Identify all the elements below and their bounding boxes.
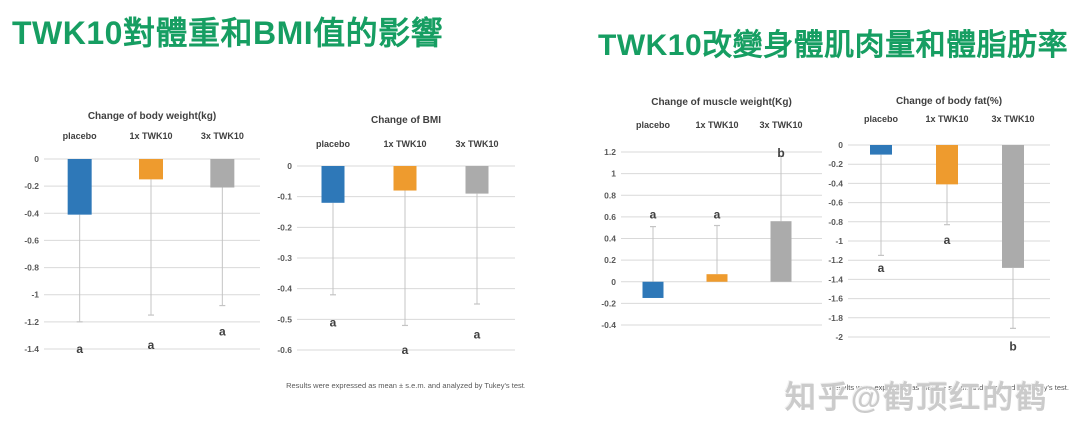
significance-label: a: [474, 328, 481, 342]
y-tick-label: -0.6: [24, 235, 39, 245]
bar-3x-twk10: [210, 159, 235, 188]
y-tick-label: -1.6: [828, 294, 843, 304]
bar-3x-twk10: [1002, 145, 1024, 268]
y-tick-label: 0.6: [604, 212, 616, 222]
significance-label: a: [330, 315, 337, 329]
bar-placebo: [642, 281, 664, 298]
y-tick-label: -0.4: [828, 178, 843, 188]
y-tick-label: -0.1: [277, 192, 292, 202]
y-tick-label: 1: [611, 169, 616, 179]
chart-title: Change of body fat(%): [896, 96, 1002, 107]
y-tick-label: -0.6: [277, 345, 292, 355]
bar-3x-twk10: [770, 221, 792, 282]
muscle-weight-bar-chart: Change of muscle weight(Kg) placebo 1x TWK…: [601, 97, 822, 330]
y-tick-label: -1.2: [24, 317, 39, 327]
y-tick-label: 0.2: [604, 255, 616, 265]
category-label: 1x TWK10: [925, 114, 968, 124]
bar-placebo: [870, 145, 892, 155]
category-label: 3x TWK10: [201, 131, 244, 141]
significance-label: a: [714, 208, 721, 222]
chart-panel-body-fat: Change of body fat(%) placebo 1x TWK10 3x T…: [820, 88, 1080, 406]
category-label: placebo: [864, 114, 899, 124]
y-tick-label: -1: [835, 236, 843, 246]
left-section-title: TWK10對體重和BMI值的影響: [12, 15, 444, 51]
y-tick-label: -0.2: [277, 222, 292, 232]
chart-title: Change of BMI: [371, 115, 441, 126]
bar-1x-twk10: [936, 145, 958, 185]
footer-note: Results were expressed as mean ± s.e.m. …: [286, 381, 525, 390]
body-weight-bar-chart: Change of body weight(kg) placebo 1x TWK10…: [24, 111, 260, 356]
category-label: placebo: [316, 139, 351, 149]
category-label: placebo: [636, 120, 671, 130]
y-tick-label: -0.5: [277, 314, 292, 324]
y-tick-label: 0.8: [604, 190, 616, 200]
category-label: 1x TWK10: [695, 120, 738, 130]
y-tick-label: -0.2: [601, 298, 616, 308]
bmi-bar-chart: Change of BMI placebo 1x TWK10 3x TWK10 0 -0.…: [277, 115, 525, 390]
y-tick-label: -1.4: [828, 274, 843, 284]
y-tick-label: 0: [838, 140, 843, 150]
category-label: 3x TWK10: [455, 139, 498, 149]
y-tick-label: 0.4: [604, 234, 616, 244]
y-tick-label: -0.4: [24, 208, 39, 218]
footer-note: Results were expressed as mean ± s.e.m. …: [829, 383, 1069, 392]
bar-3x-twk10: [465, 166, 489, 194]
category-label: 3x TWK10: [991, 114, 1034, 124]
chart-panel-muscle-weight: Change of muscle weight(Kg) placebo 1x TWK…: [590, 88, 835, 343]
bar-1x-twk10: [393, 166, 417, 191]
bar-placebo: [321, 166, 345, 203]
y-tick-label: -0.8: [828, 217, 843, 227]
significance-label: a: [402, 343, 409, 357]
chart-panel-bmi: Change of BMI placebo 1x TWK10 3x TWK10 0 -0.…: [275, 95, 525, 407]
y-tick-label: -0.2: [828, 159, 843, 169]
significance-label: a: [878, 261, 885, 275]
y-tick-label: 1.2: [604, 147, 616, 157]
y-tick-label: -0.3: [277, 253, 292, 263]
y-tick-label: 0: [611, 277, 616, 287]
right-section-title: TWK10改變身體肌肉量和體脂肪率: [598, 29, 1069, 62]
y-tick-label: -1.8: [828, 313, 843, 323]
y-tick-label: -1.2: [828, 255, 843, 265]
y-tick-label: -0.2: [24, 181, 39, 191]
significance-label: b: [777, 146, 784, 160]
bar-1x-twk10: [706, 274, 728, 282]
chart-title: Change of muscle weight(Kg): [651, 97, 792, 108]
category-label: 1x TWK10: [383, 139, 426, 149]
significance-label: a: [944, 233, 951, 247]
y-tick-label: -1.4: [24, 344, 39, 354]
body-fat-bar-chart: Change of body fat(%) placebo 1x TWK10 3x T…: [828, 96, 1069, 392]
significance-label: a: [148, 338, 155, 352]
chart-title: Change of body weight(kg): [88, 111, 216, 122]
chart-panel-body-weight: Change of body weight(kg) placebo 1x TWK10…: [18, 88, 265, 380]
y-tick-label: -0.4: [277, 284, 292, 294]
category-label: 1x TWK10: [129, 131, 172, 141]
significance-label: a: [219, 324, 226, 338]
category-label: 3x TWK10: [759, 120, 802, 130]
y-tick-label: -0.4: [601, 320, 616, 330]
watermark-zhihu: 知乎@鹤顶红的鹤: [785, 380, 1049, 415]
y-tick-label: 0: [287, 161, 292, 171]
significance-label: a: [76, 342, 83, 356]
category-label: placebo: [63, 131, 98, 141]
y-tick-label: -1: [31, 290, 39, 300]
significance-label: b: [1009, 340, 1016, 354]
bar-1x-twk10: [139, 159, 163, 180]
y-tick-label: 0: [34, 154, 39, 164]
y-tick-label: -2: [835, 332, 843, 342]
bar-placebo: [67, 159, 92, 215]
y-tick-label: -0.6: [828, 198, 843, 208]
significance-label: a: [650, 208, 657, 222]
y-tick-label: -0.8: [24, 263, 39, 273]
